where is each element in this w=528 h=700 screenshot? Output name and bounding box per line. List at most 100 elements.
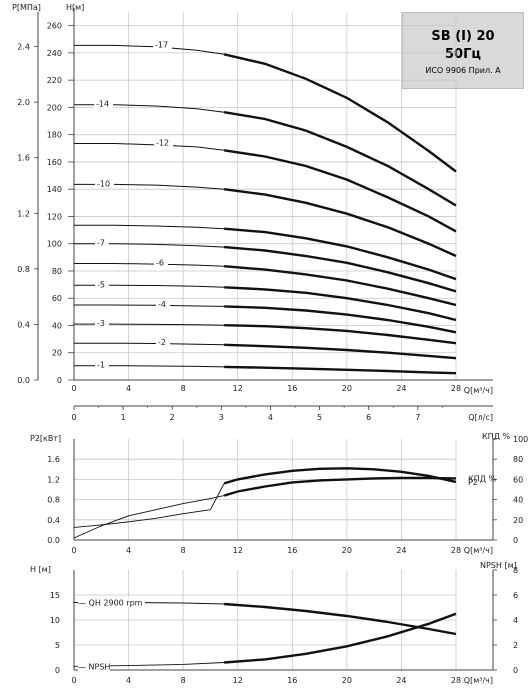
p2-y2-tick-label: 20: [513, 516, 523, 525]
curve-label: -14: [96, 100, 109, 109]
qh-curve: [223, 188, 457, 258]
curve-label-bg: [156, 300, 170, 310]
p2-y2-tick-label: 0: [513, 536, 518, 545]
p1-y-tick-label: 160: [47, 158, 62, 167]
npsh-label: — NPSH: [78, 662, 110, 671]
p1-x2-label: Q[л/с]: [468, 413, 493, 422]
p1-x-tick-label: 8: [181, 384, 186, 393]
p3-y-tick-label: 5: [55, 641, 60, 650]
p1-x2-tick-label: 7: [415, 413, 420, 422]
curve-label: -7: [97, 239, 105, 248]
p2-x-tick-label: 0: [71, 546, 76, 555]
p1-y2-tick-label: 2.4: [17, 43, 30, 52]
p1-x-tick-label: 28: [451, 384, 461, 393]
p2-x-label: Q[м³/ч]: [464, 546, 493, 555]
p1-y-tick-label: 140: [47, 185, 62, 194]
p1-x-tick-label: 0: [71, 384, 76, 393]
qh-curve-thin: [74, 342, 225, 346]
p3-y2-tick-label: 6: [513, 591, 518, 600]
qh-curve: [224, 343, 457, 360]
p1-y-tick-label: 240: [47, 49, 62, 58]
p2-x-tick-label: 24: [396, 546, 406, 555]
qh-2900-curve: [224, 602, 457, 636]
p1-x2-tick-label: 5: [317, 413, 322, 422]
p3-x-tick-label: 20: [342, 676, 352, 685]
curve-label: -1: [97, 361, 105, 370]
p2-x-tick-label: 12: [233, 546, 243, 555]
curve-label: -10: [97, 179, 110, 188]
p1-y-tick-label: 100: [47, 240, 62, 249]
curve-label-bg: [156, 338, 170, 348]
p2-y2-tick-label: 60: [513, 475, 523, 484]
p2-y-tick-label: 0.0: [47, 536, 60, 545]
curve-label: -12: [156, 139, 169, 148]
qh-curve-thin: [74, 263, 225, 267]
p1-x-tick-label: 16: [287, 384, 297, 393]
p3-x-tick-label: 12: [233, 676, 243, 685]
p3-y-tick-label: 15: [50, 591, 60, 600]
curve-label-bg: [94, 99, 113, 109]
p1-x2-tick-label: 6: [366, 413, 371, 422]
qh-curve: [224, 227, 457, 281]
p3-x-tick-label: 24: [396, 676, 406, 685]
p3-y-tick-label: 0: [55, 666, 60, 675]
p3-y2-tick-label: 0: [513, 666, 518, 675]
curve-label-bg: [95, 319, 109, 329]
standard-label: ИСО 9906 Прил. А: [425, 66, 501, 75]
model-badge: SB (I) 20 50Гц ИСО 9906 Прил. А: [402, 12, 524, 89]
p1-y2-label: P[МПа]: [12, 3, 41, 12]
efficiency-label: КПД %: [468, 474, 496, 483]
p1-x2-tick-label: 3: [219, 413, 224, 422]
p1-y2-tick-label: 2.0: [17, 98, 30, 107]
p1-x-tick-label: 20: [342, 384, 352, 393]
qh-curve: [224, 286, 457, 322]
curve-label: -4: [158, 300, 166, 309]
p2-y-tick-label: 0.4: [47, 516, 60, 525]
p1-x2-tick-label: 1: [121, 413, 126, 422]
p1-y2-tick-label: 1.2: [17, 209, 30, 218]
curve-label: -2: [158, 338, 166, 347]
p1-y-tick-label: 120: [47, 212, 62, 221]
p2-x-tick-label: 20: [342, 546, 352, 555]
model-name: SB (I) 20: [431, 29, 495, 44]
p1-y-tick-label: 180: [47, 131, 62, 140]
p3-x-tick-label: 0: [71, 676, 76, 685]
p3-y2-tick-label: 8: [513, 566, 518, 575]
p3-x-tick-label: 8: [181, 676, 186, 685]
curve-label: -5: [97, 280, 105, 289]
curve-label-bg: [95, 280, 109, 290]
curve-label-bg: [95, 360, 109, 370]
p1-y-tick-label: 220: [47, 76, 62, 85]
p2-curve-thin: [73, 483, 225, 528]
qh-curve: [224, 305, 457, 334]
p3-y2-tick-label: 2: [513, 641, 518, 650]
p2-y2-tick-label: 40: [513, 496, 523, 505]
p1-y-tick-label: 200: [47, 103, 62, 112]
p1-y2-tick-label: 1.6: [17, 154, 30, 163]
p2-x-tick-label: 8: [181, 546, 186, 555]
curve-label-bg: [154, 258, 168, 268]
p1-x-label: Q[м³/ч]: [464, 386, 493, 395]
curve-label: -17: [155, 40, 168, 49]
frequency-label: 50Гц: [444, 47, 481, 62]
p1-y-tick-label: 40: [52, 321, 62, 330]
qh-2900-label: — QH 2900 rpm: [78, 599, 143, 608]
npsh-curve: [224, 612, 457, 664]
qh-curve: [224, 365, 457, 375]
p1-y-tick-label: 260: [47, 22, 62, 31]
curve-label-bg: [95, 179, 114, 189]
qh-curve: [224, 265, 457, 307]
p3-y-label: H [м]: [30, 565, 51, 574]
npsh-label-bg: [78, 661, 110, 672]
p3-x-tick-label: 28: [451, 676, 461, 685]
qh-curve-thin: [74, 143, 225, 151]
p1-y2-tick-label: 0.0: [17, 376, 30, 385]
p1-x-tick-label: 12: [233, 384, 243, 393]
p2-x-tick-label: 4: [126, 546, 131, 555]
qh-curve: [224, 245, 457, 293]
p2-y2-tick-label: 80: [513, 455, 523, 464]
p2-y-tick-label: 0.8: [47, 496, 60, 505]
qh-curve: [223, 53, 457, 173]
p3-x-label: Q[м³/ч]: [464, 676, 493, 685]
